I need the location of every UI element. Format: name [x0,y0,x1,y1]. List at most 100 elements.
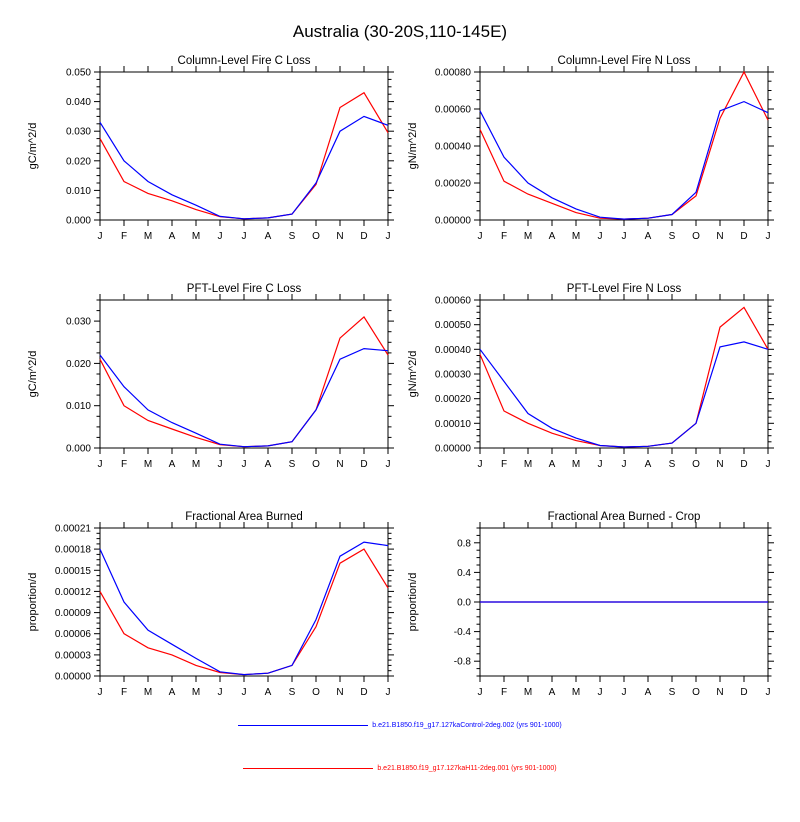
y-tick-label: 0.00050 [435,320,472,331]
legend-line [243,768,374,769]
y-tick-label: 0.00060 [435,105,472,116]
y-tick-label: 0.00000 [435,444,472,455]
x-tick-label: M [524,459,532,470]
x-tick-label: J [622,459,627,470]
y-tick-label: 0.010 [66,401,91,412]
x-tick-label: S [289,459,296,470]
x-tick-label: J [386,231,391,242]
x-tick-label: M [572,231,580,242]
x-tick-label: A [169,687,176,698]
legend-entry: b.e21.B1850.f19_g17.127kaH11-2deg.001 (y… [0,765,800,772]
y-axis-label: gC/m^2/d [27,351,39,398]
y-tick-label: 0.00010 [435,419,472,430]
y-tick-label: 0.040 [66,97,91,108]
x-tick-label: O [312,459,320,470]
series-line-control [99,347,389,448]
y-tick-label: 0.00003 [55,650,92,661]
x-tick-label: J [218,231,223,242]
chart-column-level-fire-n-loss: Column-Level Fire N Loss 0.00000 0.00020 0.… [400,50,780,250]
series-line-control [479,341,769,448]
x-tick-label: J [242,231,247,242]
x-tick-label: J [386,687,391,698]
y-tick-label: 0.00021 [55,524,92,535]
chart-pft-level-fire-c-loss: PFT-Level Fire C Loss 0.000 0.010 0.020 0.03… [20,278,400,478]
x-tick-label: F [121,231,127,242]
y-axis-label: proportion/d [407,573,419,632]
x-tick-label: F [121,687,127,698]
chart-title: Fractional Area Burned - Crop [548,511,701,523]
x-tick-label: M [572,687,580,698]
x-tick-label: A [645,459,652,470]
y-tick-label: 0.00030 [435,370,472,381]
y-tick-label: 0.0 [457,598,471,609]
x-tick-label: J [218,687,223,698]
series-line-control [99,115,389,220]
y-tick-label: 0.050 [66,68,91,79]
legend-line [238,725,369,726]
x-tick-label: D [740,459,747,470]
chart-fractional-area-burned-crop: Fractional Area Burned - Crop -0.8 -0.4 0.0… [400,506,780,706]
legend-label: b.e21.B1850.f19_g17.127kaH11-2deg.001 (y… [377,765,557,772]
x-tick-label: A [169,459,176,470]
x-tick-label: M [192,231,200,242]
chart-title: Fractional Area Burned [185,511,303,523]
x-tick-label: F [501,231,507,242]
x-tick-label: M [144,687,152,698]
x-tick-label: A [169,231,176,242]
x-tick-label: M [192,687,200,698]
x-tick-label: M [144,459,152,470]
y-tick-label: 0.00012 [55,587,92,598]
x-tick-label: F [501,687,507,698]
x-tick-label: D [360,231,367,242]
y-axis-label: gN/m^2/d [407,123,419,170]
y-tick-label: 0.00080 [435,68,472,79]
x-tick-label: A [265,459,272,470]
y-tick-label: -0.8 [454,657,472,668]
x-tick-label: A [265,231,272,242]
series-line-h11 [479,306,769,448]
x-tick-label: J [766,231,771,242]
x-tick-label: J [598,687,603,698]
x-tick-label: D [360,687,367,698]
x-tick-label: J [98,231,103,242]
plot-frame [479,71,769,221]
x-tick-label: J [98,459,103,470]
chart-column-level-fire-c-loss: Column-Level Fire C Loss 0.000 0.010 0.020 0… [20,50,400,250]
plot-page: Australia (30-20S,110-145E) Column-Level… [0,22,800,822]
legend: b.e21.B1850.f19_g17.127kaControl-2deg.00… [0,722,800,772]
x-tick-label: J [598,459,603,470]
chart-title: PFT-Level Fire N Loss [567,283,682,295]
x-tick-label: A [549,459,556,470]
x-tick-label: J [478,459,483,470]
y-tick-label: 0.020 [66,156,91,167]
x-tick-label: M [572,459,580,470]
y-axis-label: proportion/d [27,573,39,632]
y-tick-label: 0.8 [457,538,471,549]
x-tick-label: J [766,459,771,470]
x-tick-label: J [622,687,627,698]
chart-pft-level-fire-n-loss: PFT-Level Fire N Loss 0.00000 0.00010 0.000… [400,278,780,478]
x-tick-label: O [692,459,700,470]
x-tick-label: S [669,459,676,470]
y-tick-label: 0.00020 [435,394,472,405]
x-tick-label: O [312,231,320,242]
x-tick-label: M [524,687,532,698]
y-tick-label: 0.00040 [435,142,472,153]
x-tick-label: S [289,687,296,698]
chart-title: PFT-Level Fire C Loss [187,283,302,295]
x-tick-label: J [622,231,627,242]
y-tick-label: 0.00040 [435,345,472,356]
x-tick-label: D [360,459,367,470]
x-tick-label: J [386,459,391,470]
y-tick-label: 0.010 [66,186,91,197]
x-tick-label: O [692,687,700,698]
plot-frame [479,299,769,449]
y-tick-label: 0.00060 [435,296,472,307]
x-tick-label: A [265,687,272,698]
x-tick-label: D [740,231,747,242]
x-tick-label: J [218,459,223,470]
x-tick-label: S [669,231,676,242]
plot-frame [99,527,389,677]
x-tick-label: N [716,231,723,242]
x-tick-label: J [242,687,247,698]
